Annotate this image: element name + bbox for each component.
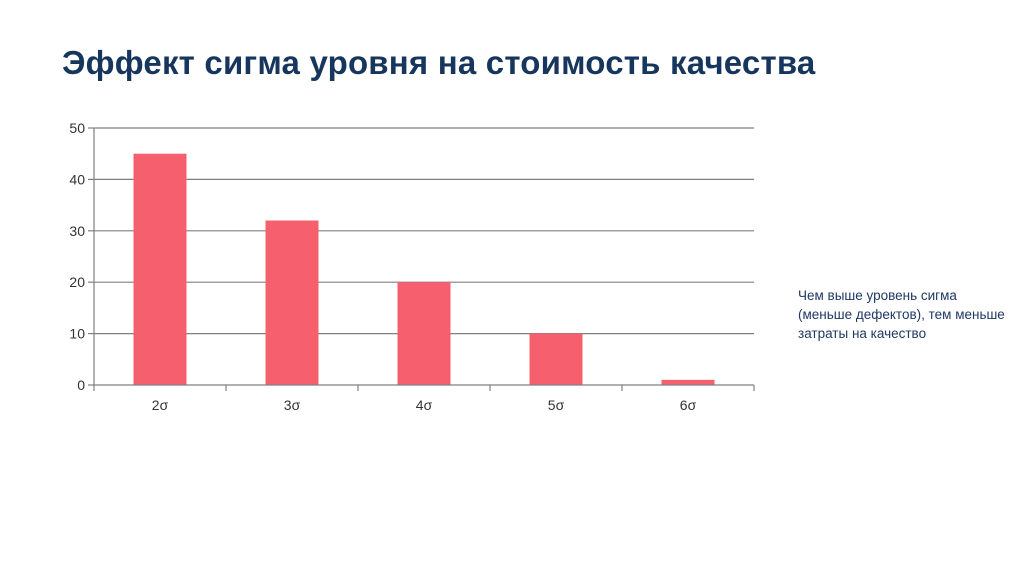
y-tick-label: 10 — [69, 326, 85, 342]
x-tick-label: 6σ — [680, 397, 697, 413]
x-tick-label: 4σ — [416, 397, 433, 413]
x-tick-label: 2σ — [152, 397, 169, 413]
x-tick-label: 3σ — [284, 397, 301, 413]
y-tick-label: 40 — [69, 171, 85, 187]
y-tick-labels: 0 10 20 30 40 50 — [69, 120, 85, 393]
axes — [88, 127, 755, 391]
y-tick-label: 20 — [69, 274, 85, 290]
y-tick-label: 0 — [77, 377, 85, 393]
bar — [265, 220, 319, 385]
y-tick-label: 50 — [69, 120, 85, 136]
bars — [133, 153, 715, 385]
bar — [133, 153, 187, 385]
x-tick-label: 5σ — [548, 397, 565, 413]
x-tick-labels: 2σ 3σ 4σ 5σ 6σ — [152, 397, 697, 413]
chart-note: Чем выше уровень сигма (меньше дефектов)… — [798, 288, 1005, 341]
bar — [529, 333, 583, 385]
slide-title: Эффект сигма уровня на стоимость качеств… — [62, 44, 816, 81]
y-tick-label: 30 — [69, 223, 85, 239]
bar — [661, 379, 715, 385]
bar — [397, 282, 451, 385]
